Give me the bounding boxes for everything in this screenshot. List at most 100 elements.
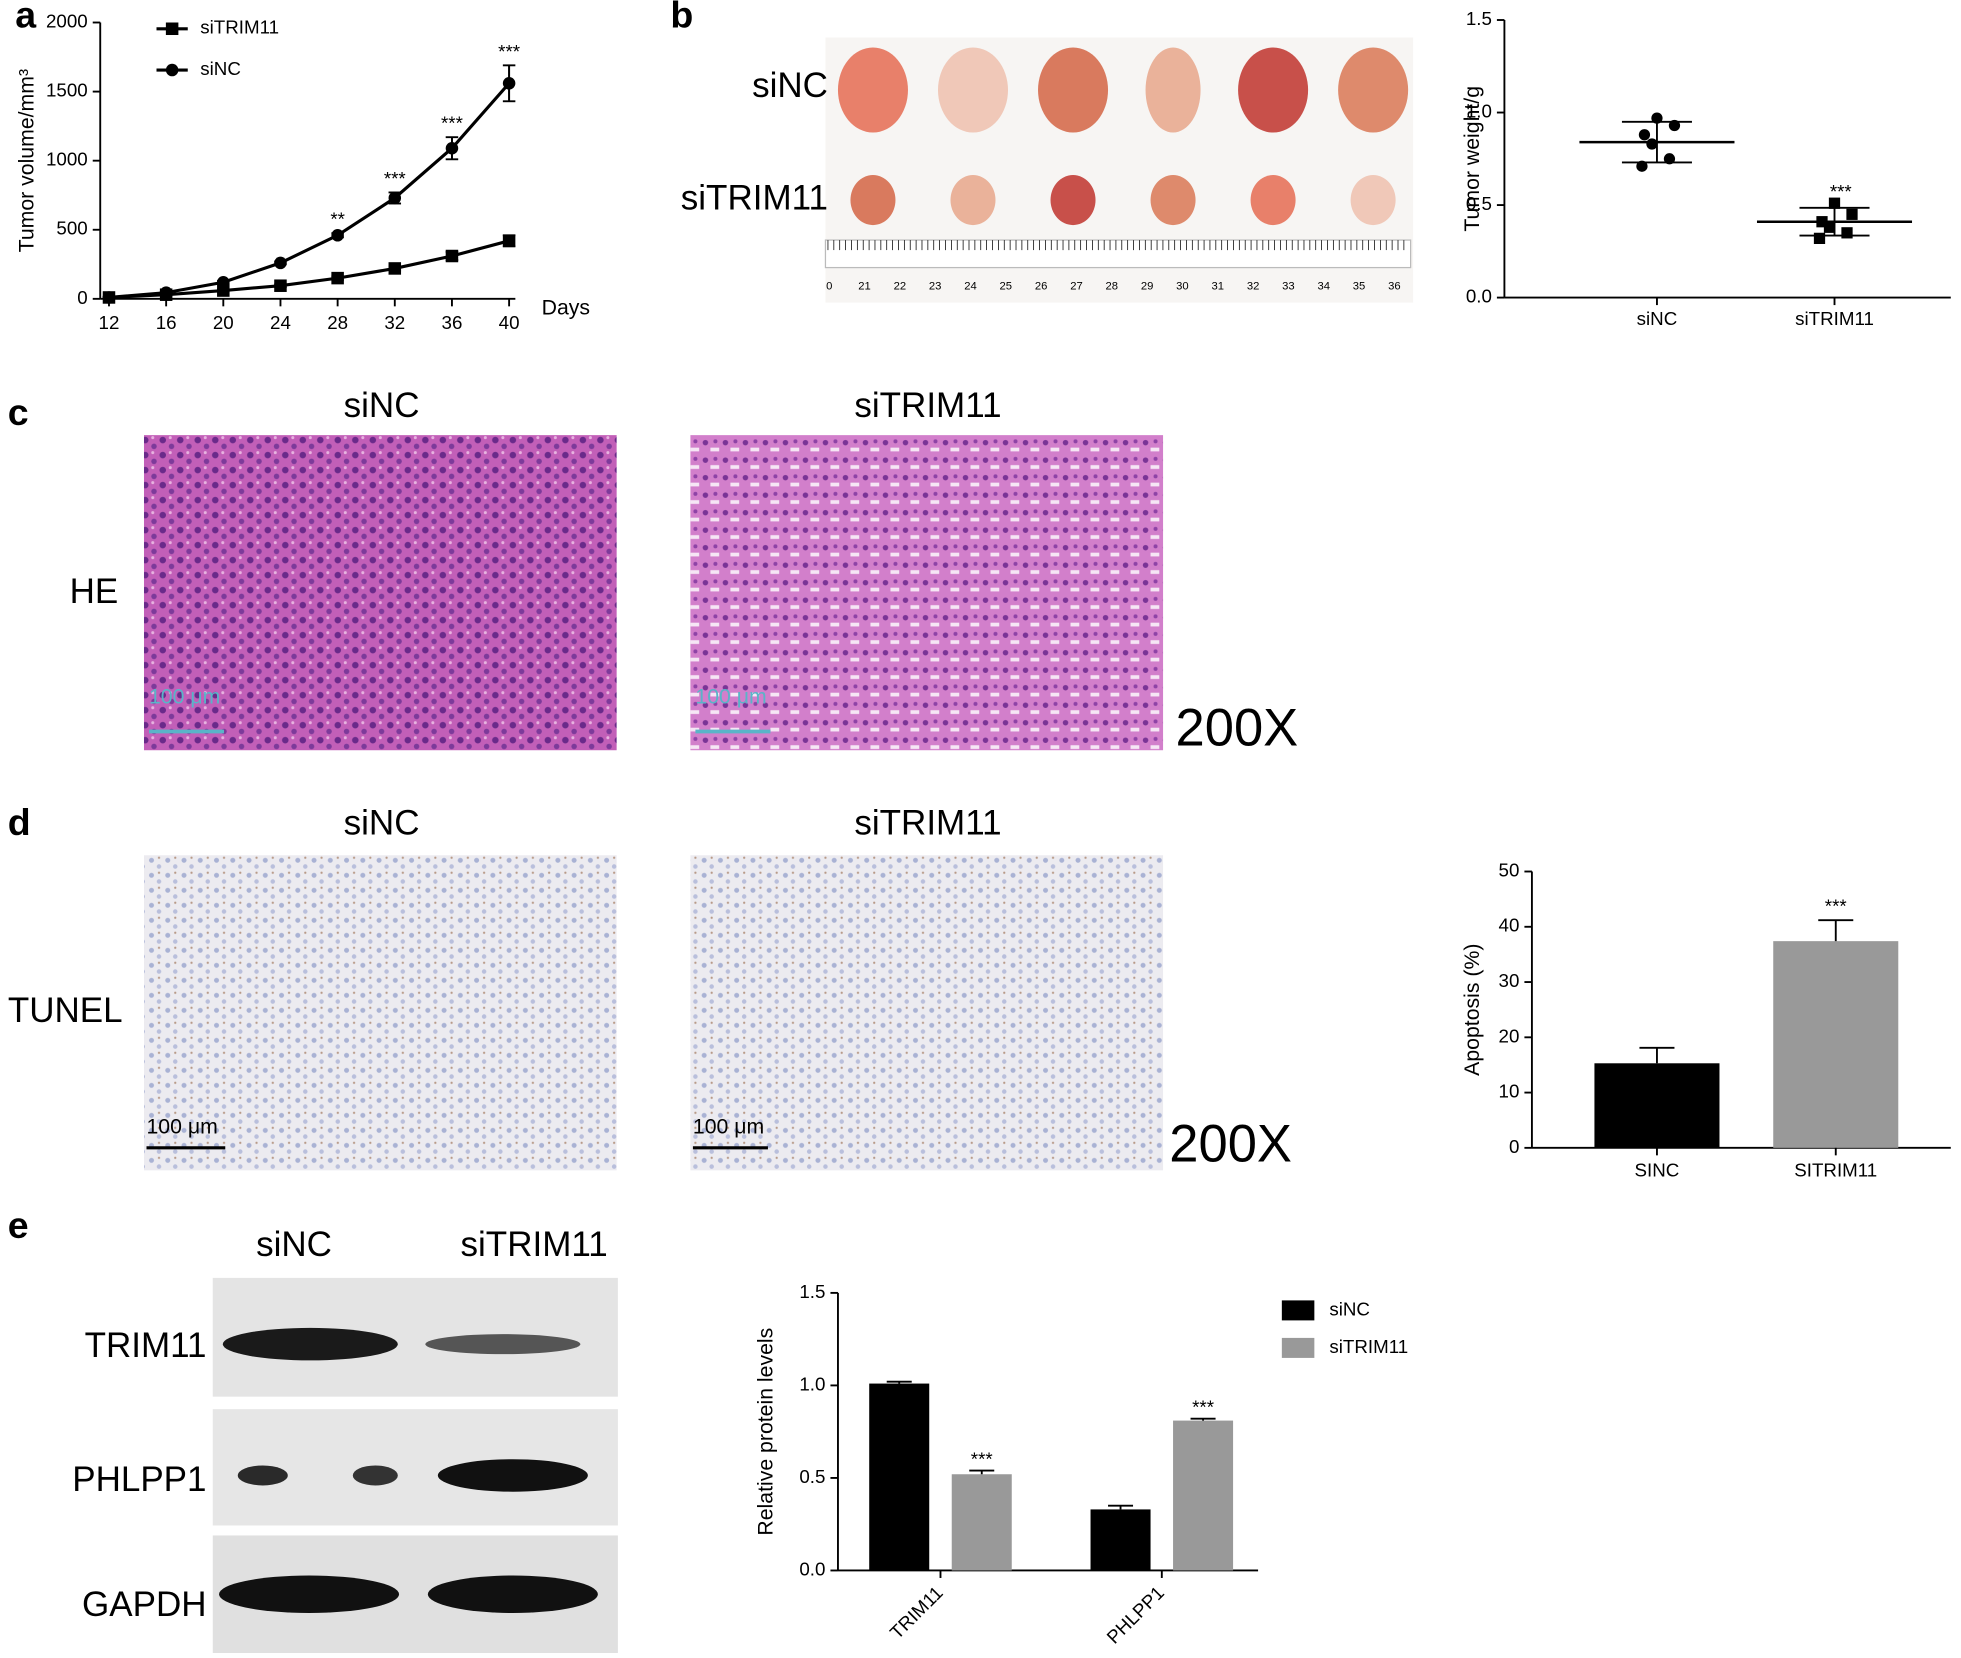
y-tick-label: 0.5 — [1466, 193, 1492, 214]
y-tick-label: 2000 — [46, 10, 88, 31]
ruler-label: 27 — [1070, 280, 1083, 292]
marker — [502, 234, 516, 248]
ruler-label: 0 — [826, 280, 832, 292]
series-line — [108, 82, 511, 300]
y-tick-label: 1.0 — [1466, 100, 1492, 121]
tumor — [1150, 175, 1196, 226]
y-tick-label: 0.5 — [799, 1466, 825, 1487]
y-tick-label: 500 — [56, 218, 87, 239]
tumor — [1145, 47, 1201, 133]
x-tick-label: 12 — [99, 312, 120, 333]
legend-swatch — [1281, 1300, 1315, 1321]
panel-letter: a — [15, 0, 37, 35]
scale-label: 100 μm — [695, 684, 766, 708]
series-line — [108, 239, 510, 300]
significance: *** — [384, 168, 406, 189]
y-tick-label: 1.0 — [799, 1373, 825, 1394]
row-label: siTRIM11 — [681, 178, 828, 217]
marker — [445, 141, 459, 155]
marker — [274, 256, 287, 270]
tumor — [950, 175, 996, 226]
legend-label: siTRIM11 — [1329, 1336, 1408, 1357]
legend-label: siNC — [1329, 1298, 1370, 1319]
ruler-label: 23 — [929, 280, 942, 292]
scale-label: 100 μm — [693, 1114, 764, 1138]
x-tick-label: SITRIM11 — [1794, 1160, 1877, 1181]
scale-label: 100 μm — [146, 1114, 217, 1138]
tumor — [937, 47, 1009, 133]
bar — [1594, 1063, 1720, 1148]
y-axis-label: Apoptosis (%) — [1460, 944, 1484, 1076]
ruler-label: 36 — [1388, 280, 1401, 292]
y-tick-label: 40 — [1499, 915, 1520, 936]
x-tick-label: 20 — [213, 312, 234, 333]
ruler — [824, 239, 1412, 269]
ruler-label: 26 — [1035, 280, 1048, 292]
legend-label: siNC — [200, 58, 241, 79]
marker — [388, 191, 402, 205]
y-tick-label: 20 — [1499, 1025, 1520, 1046]
ruler-label: 25 — [1000, 280, 1013, 292]
marker — [331, 271, 344, 285]
x-tick-label: 28 — [327, 312, 348, 333]
tumor — [1250, 175, 1296, 226]
marker — [331, 229, 344, 242]
y-axis-label: Tumor volume/mm³ — [14, 69, 38, 252]
y-tick-label: 0 — [1509, 1136, 1519, 1157]
y-axis-label: Relative protein levels — [753, 1328, 777, 1536]
marker — [1646, 138, 1658, 150]
y-tick-label: 0 — [77, 287, 87, 308]
y-tick-label: 0.0 — [799, 1558, 825, 1579]
tumor — [1350, 175, 1396, 226]
significance: *** — [1830, 181, 1852, 202]
y-tick-label: 1.5 — [799, 1281, 825, 1302]
histology-image — [143, 435, 617, 751]
row-label: GAPDH — [82, 1585, 206, 1624]
ruler-label: 32 — [1247, 280, 1260, 292]
magnification: 200X — [1169, 1115, 1292, 1174]
significance: *** — [1192, 1397, 1214, 1418]
column-label: siTRIM11 — [854, 803, 1001, 842]
significance: *** — [498, 41, 520, 62]
y-tick-label: 1000 — [46, 149, 88, 170]
x-tick-label: 16 — [156, 312, 177, 333]
bar — [1090, 1509, 1151, 1571]
tumor — [1338, 47, 1409, 133]
y-axis-label: Tumor weight/g — [1460, 86, 1484, 232]
marker — [1823, 221, 1836, 233]
bar — [1773, 941, 1899, 1148]
x-tick-label: 32 — [384, 312, 405, 333]
row-label: PHLPP1 — [72, 1460, 206, 1499]
x-axis-label: Days — [542, 295, 590, 319]
blot — [212, 1277, 618, 1653]
panel-letter: e — [8, 1204, 29, 1246]
x-tick-label: TRIM11 — [886, 1582, 947, 1643]
y-tick-label: 10 — [1499, 1081, 1520, 1102]
y-tick-label: 0.0 — [1466, 286, 1492, 307]
marker — [1813, 232, 1826, 244]
bar — [951, 1474, 1012, 1571]
ruler-label: 22 — [894, 280, 907, 292]
tumor — [837, 47, 908, 133]
magnification: 200X — [1176, 698, 1299, 757]
significance: *** — [1825, 896, 1847, 917]
legend-label: siTRIM11 — [200, 17, 279, 38]
y-tick-label: 1.5 — [1466, 8, 1492, 29]
column-label: siNC — [256, 1225, 332, 1264]
marker — [274, 279, 287, 292]
column-label: siNC — [344, 386, 420, 425]
bar — [869, 1383, 930, 1571]
tumor — [850, 175, 896, 226]
panel-letter: b — [670, 0, 693, 35]
marker — [217, 276, 230, 289]
tumor — [1050, 175, 1096, 226]
ruler-label: 30 — [1176, 280, 1189, 292]
x-tick-label: SINC — [1635, 1160, 1680, 1181]
x-tick-label: PHLPP1 — [1102, 1582, 1168, 1648]
ruler-label: 33 — [1282, 280, 1295, 292]
y-tick-label: 30 — [1499, 970, 1520, 991]
ruler-label: 31 — [1212, 280, 1225, 292]
column-label: siNC — [344, 803, 420, 842]
tunel-image — [143, 855, 617, 1171]
